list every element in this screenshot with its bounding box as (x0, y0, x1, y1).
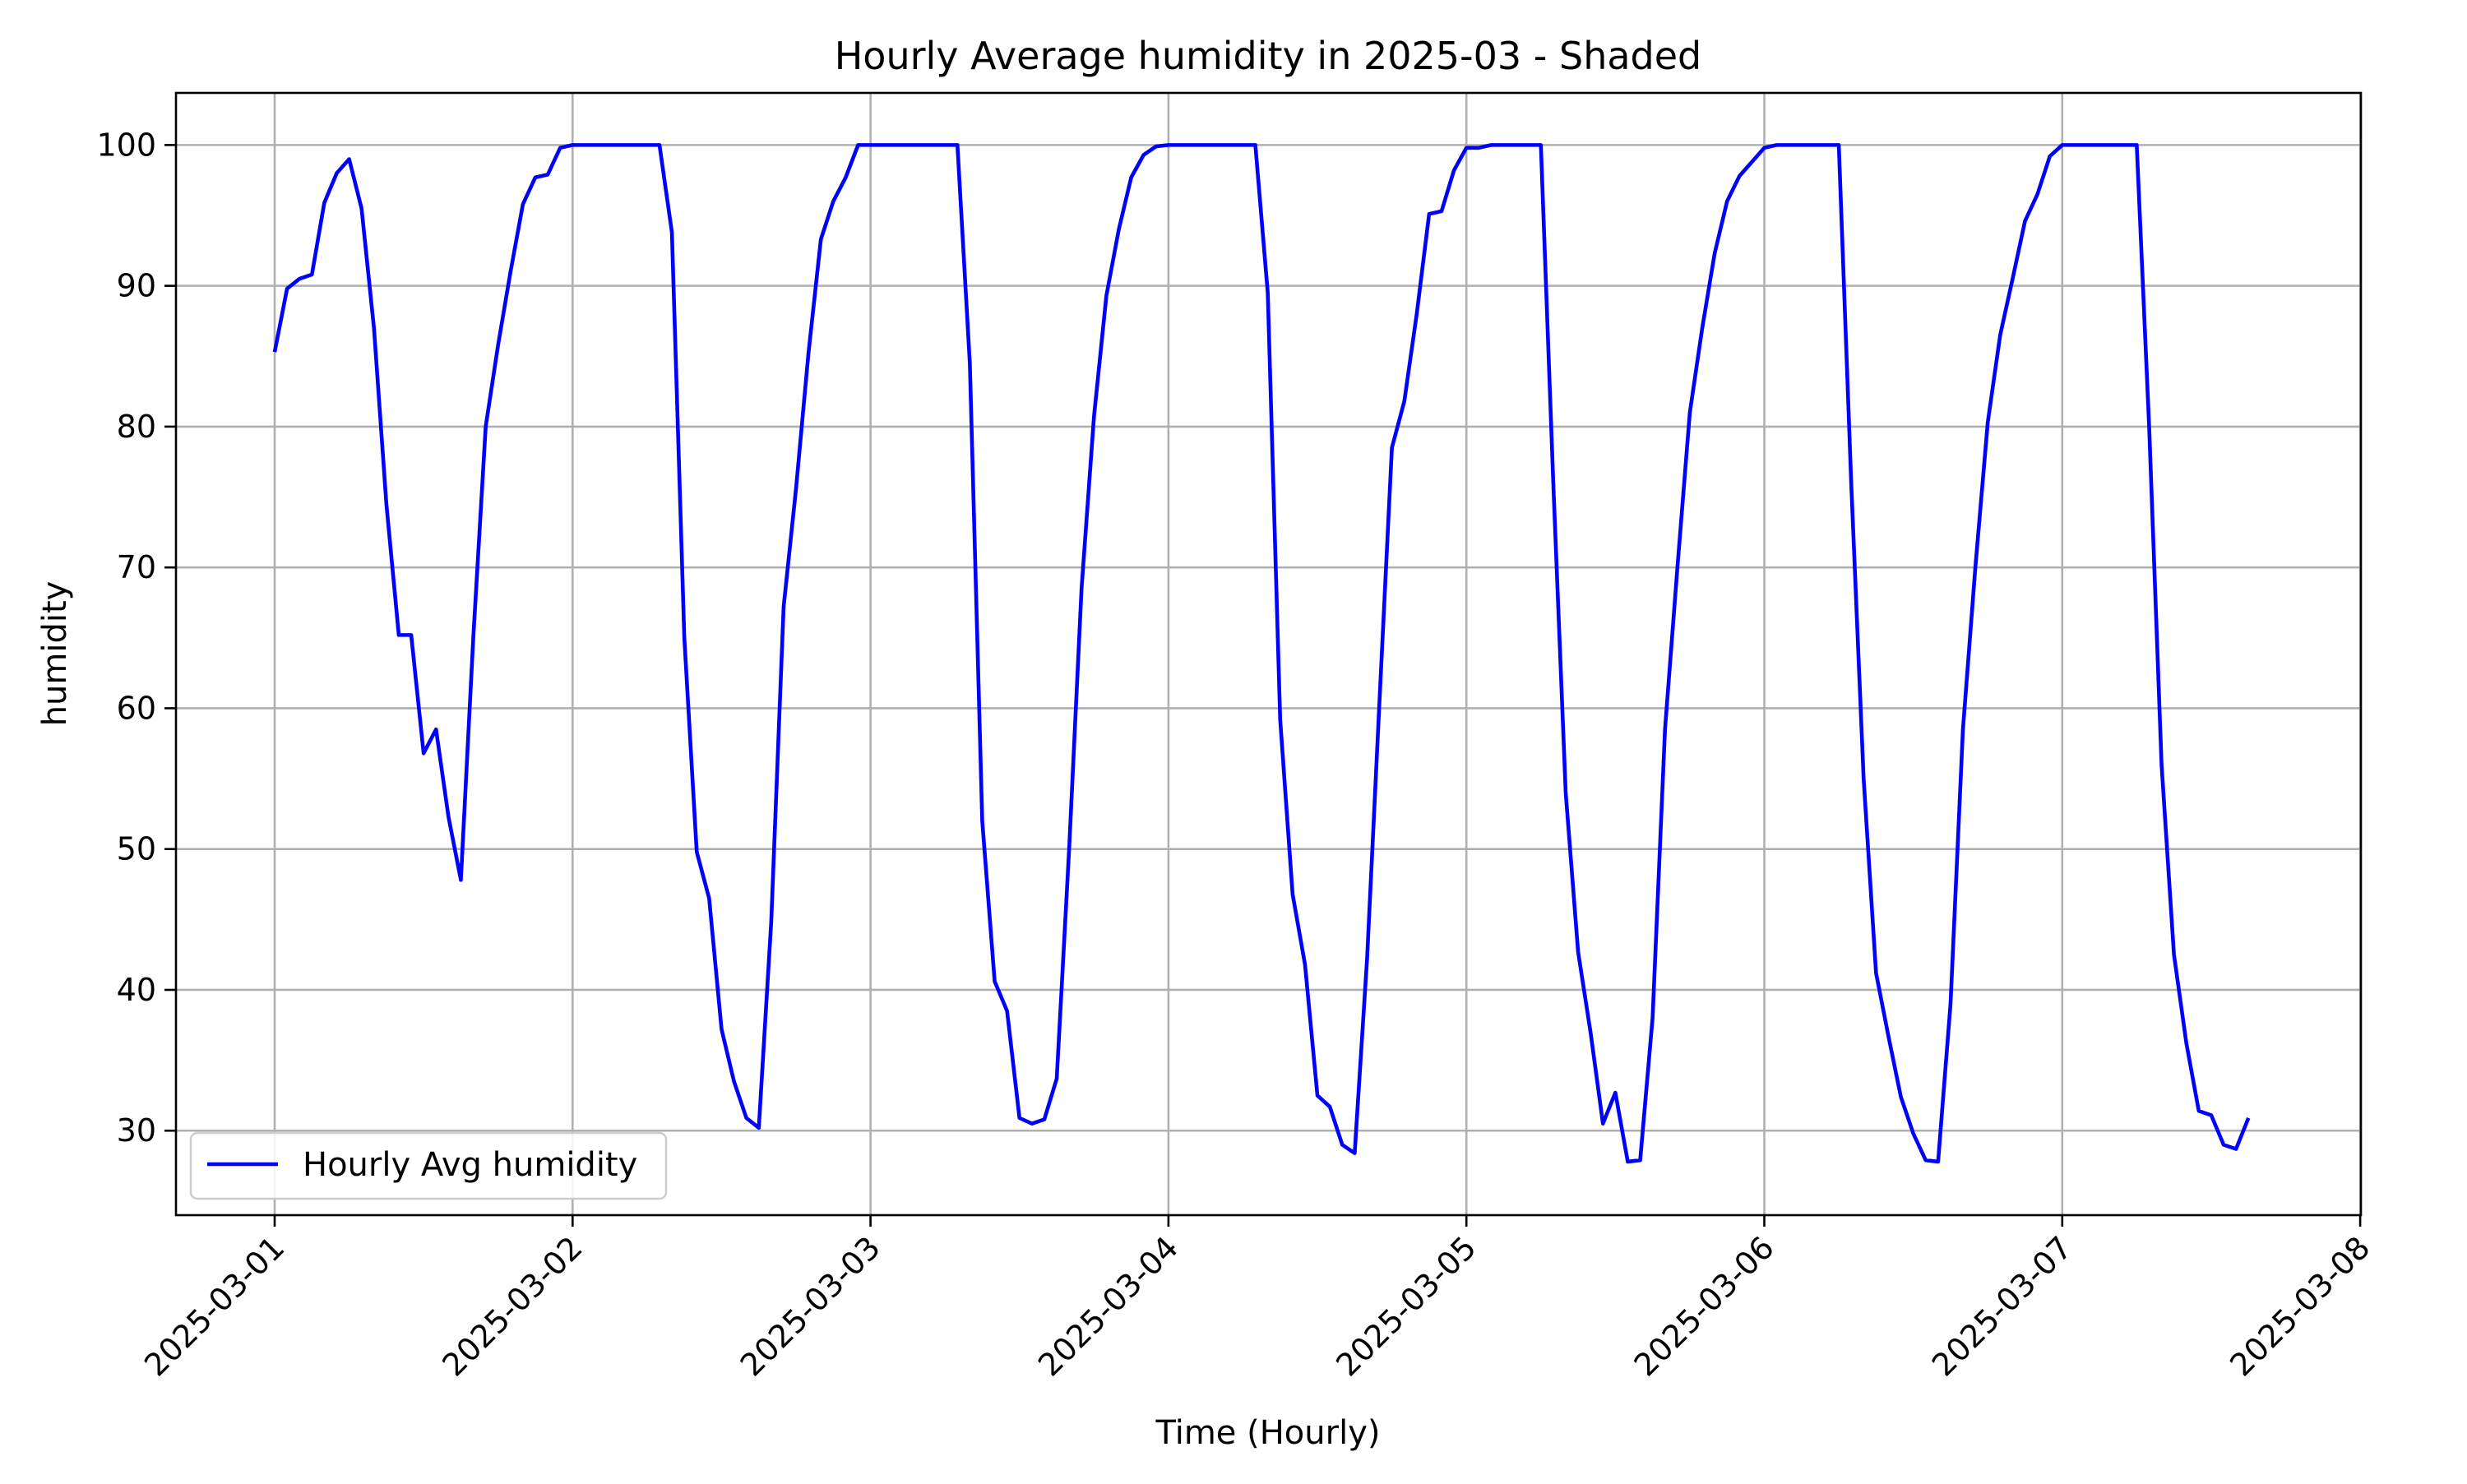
y-tick-label: 60 (117, 690, 156, 726)
legend-label-hourly-avg-humidity: Hourly Avg humidity (303, 1146, 637, 1184)
x-axis: 2025-03-01 2025-03-02 2025-03-03 2025-03-04… (137, 1215, 2377, 1384)
x-tick-label: 2025-03-06 (1627, 1229, 1781, 1383)
y-tick-label: 50 (117, 831, 156, 867)
x-tick-label: 2025-03-02 (435, 1229, 589, 1383)
x-tick-label: 2025-03-01 (137, 1229, 291, 1383)
y-tick-label: 30 (117, 1112, 156, 1149)
x-tick-label: 2025-03-07 (1925, 1229, 2079, 1383)
x-axis-label: Time (Hourly) (1155, 1414, 1381, 1452)
series-line-hourly-avg-humidity (275, 145, 2248, 1162)
plot-frame (176, 93, 2361, 1215)
legend: Hourly Avg humidity (191, 1133, 666, 1199)
y-tick-label: 100 (96, 127, 156, 163)
y-tick-label: 70 (117, 549, 156, 585)
y-tick-label: 40 (117, 972, 156, 1008)
series-layer (275, 145, 2248, 1162)
x-tick-label: 2025-03-04 (1031, 1229, 1185, 1383)
x-tick-label: 2025-03-08 (2223, 1229, 2377, 1383)
y-tick-label: 90 (117, 268, 156, 304)
y-axis-label: humidity (36, 581, 74, 727)
y-tick-label: 80 (117, 409, 156, 445)
y-axis: 30 40 50 60 70 80 90 100 (96, 127, 176, 1149)
x-tick-label: 2025-03-03 (734, 1229, 887, 1383)
x-tick-label: 2025-03-05 (1329, 1229, 1483, 1383)
grid-layer (176, 93, 2361, 1215)
chart-title: Hourly Average humidity in 2025-03 - Sha… (835, 34, 1702, 78)
